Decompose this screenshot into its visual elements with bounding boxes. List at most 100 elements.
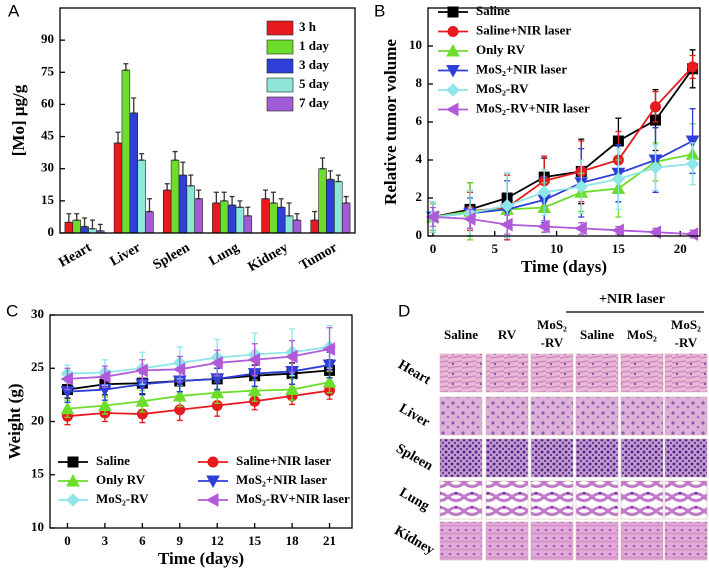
y-tick-label: 4 <box>416 151 423 166</box>
error-bar <box>237 200 243 208</box>
error-bar <box>229 195 235 206</box>
bar <box>269 202 278 234</box>
histology-image <box>620 353 664 393</box>
histology-image <box>575 521 619 561</box>
legend-label: Only RV <box>96 472 146 487</box>
marker <box>574 179 589 194</box>
y-tick-label: 8 <box>416 75 423 90</box>
bar <box>194 198 203 234</box>
error-bar <box>196 189 202 200</box>
marker <box>285 382 299 396</box>
marker <box>445 102 459 117</box>
error-bar <box>115 131 121 144</box>
marker <box>322 375 337 388</box>
histology-image <box>485 521 529 561</box>
y-tick-label: 30 <box>31 306 44 321</box>
error-bar <box>278 198 284 208</box>
error-bar <box>74 213 80 221</box>
marker <box>500 198 514 213</box>
marker <box>66 473 80 487</box>
error-bar <box>335 174 341 183</box>
error-bar <box>180 161 186 176</box>
bar <box>310 219 319 234</box>
column-header: Saline <box>580 327 614 342</box>
chart-panel: C Weight (g) 10 15 20 25 30 0 3 6 9 12 15 18 21 Time (d… <box>5 301 353 568</box>
row-label: Lung <box>397 485 432 514</box>
histology-image <box>439 521 483 561</box>
x-tick-label: Kidney <box>246 240 291 275</box>
bar <box>121 69 131 234</box>
legend-label: Saline <box>476 3 510 18</box>
error-bar <box>320 157 326 170</box>
bar <box>318 168 327 234</box>
y-tick-label: 0 <box>416 227 423 242</box>
plot-frame <box>59 7 356 234</box>
error-bar <box>82 217 88 228</box>
error-bar <box>221 191 227 202</box>
series-line <box>67 364 330 393</box>
legend-label: MoS₂-RV <box>96 491 149 506</box>
error-bar <box>172 150 178 161</box>
marker <box>446 65 460 78</box>
legend-swatch <box>266 96 294 112</box>
marker <box>206 475 220 489</box>
legend-label: MoS₂+NIR laser <box>476 61 567 76</box>
histology-image <box>439 438 483 478</box>
bar <box>227 204 237 234</box>
x-tick-label: Spleen <box>151 240 193 273</box>
y-tick-label: 20 <box>31 412 44 427</box>
marker <box>611 223 624 238</box>
marker <box>135 363 148 378</box>
histology-image <box>485 480 529 520</box>
marker <box>172 388 187 402</box>
y-tick-label: 90 <box>41 31 54 46</box>
histology-image <box>439 396 483 436</box>
column-header: MoS₂ <box>537 317 567 332</box>
y-tick-label: 45 <box>41 128 55 143</box>
legend-swatch <box>266 77 294 93</box>
marker <box>98 398 112 412</box>
group-header: +NIR laser <box>599 292 665 307</box>
error-bar <box>213 191 219 204</box>
error-bar <box>123 63 129 71</box>
series-line <box>432 162 693 218</box>
error-bar <box>312 210 318 221</box>
y-axis-label: Relative tumor volume <box>381 39 400 205</box>
marker <box>247 352 261 367</box>
column-header: RV <box>498 327 517 342</box>
series-line <box>432 68 694 218</box>
y-axis-label: [Mo] μg/g <box>9 84 28 156</box>
marker <box>210 385 225 399</box>
chart-panel: B Relative tumor volume 0 2 4 6 8 10 0 5 10 15 20 Tim… <box>374 1 701 276</box>
x-tick-label: 3 <box>102 533 109 548</box>
marker <box>135 394 150 407</box>
x-axis-label: Time (days) <box>521 257 607 276</box>
error-bar <box>139 153 145 161</box>
marker <box>425 210 439 224</box>
marker <box>649 101 661 113</box>
histology-image <box>620 396 664 436</box>
bar <box>162 189 172 234</box>
error-bar <box>146 198 152 213</box>
bar <box>72 219 81 234</box>
legend-swatch <box>266 58 294 74</box>
marker <box>446 83 460 97</box>
error-bar <box>343 195 349 204</box>
y-tick-label: 15 <box>41 192 55 207</box>
marker <box>172 362 186 377</box>
error-bar <box>327 170 333 181</box>
marker <box>247 383 262 397</box>
histology-image <box>575 480 619 520</box>
legend-swatch <box>266 39 294 55</box>
marker <box>60 401 75 415</box>
marker <box>97 369 111 384</box>
y-tick-label: 75 <box>41 63 55 78</box>
marker <box>537 185 551 200</box>
x-tick-label: 0 <box>64 533 71 548</box>
error-bar <box>270 191 276 204</box>
bar <box>113 142 123 234</box>
marker <box>60 372 73 386</box>
marker <box>210 356 223 370</box>
bar <box>178 174 188 234</box>
